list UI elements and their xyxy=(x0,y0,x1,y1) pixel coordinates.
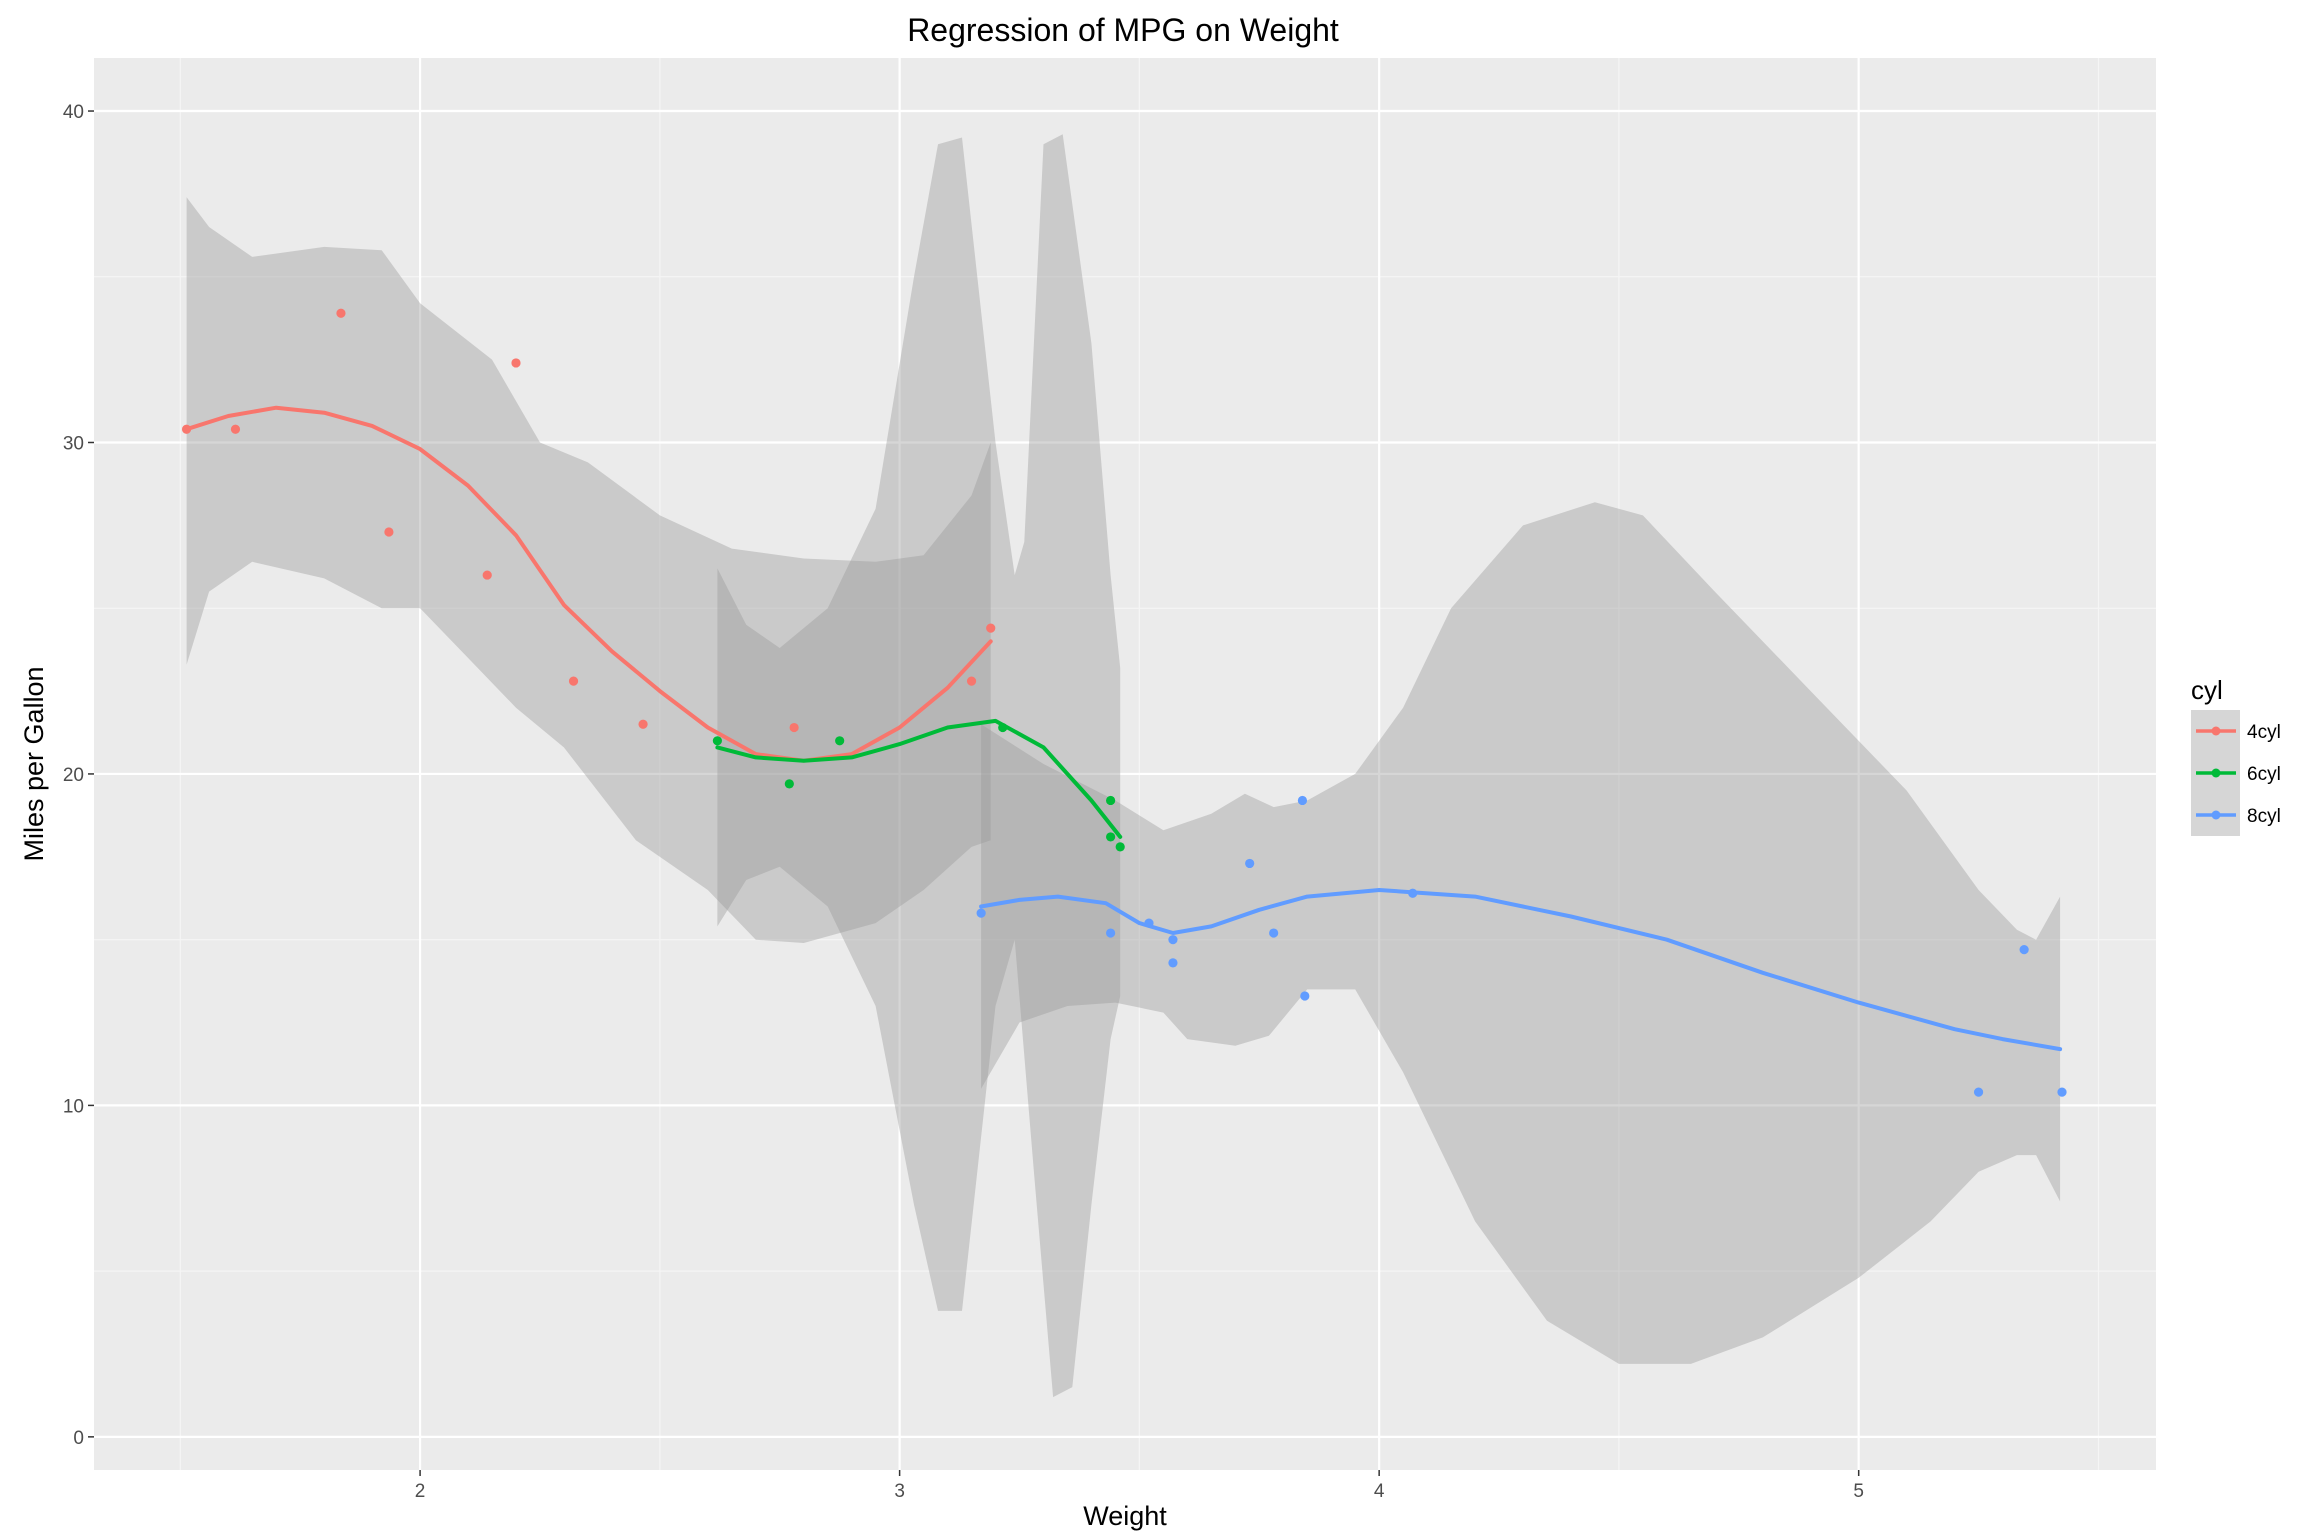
legend-label-8cyl: 8cyl xyxy=(2247,806,2281,827)
point-8cyl xyxy=(1106,928,1116,938)
legend-label-6cyl: 6cyl xyxy=(2247,764,2281,785)
point-6cyl xyxy=(1106,795,1116,806)
point-4cyl xyxy=(336,308,346,318)
point-8cyl xyxy=(1300,991,1310,1001)
legend-point-8cyl xyxy=(2211,810,2221,820)
point-8cyl xyxy=(976,908,986,918)
point-6cyl xyxy=(835,736,845,746)
point-8cyl xyxy=(1245,858,1255,869)
confidence-band-8cyl xyxy=(981,502,2061,1364)
point-8cyl xyxy=(2019,945,2029,955)
fit-line-8cyl xyxy=(979,888,2063,1052)
point-8cyl xyxy=(1297,795,1308,806)
point-4cyl xyxy=(638,719,648,729)
point-6cyl xyxy=(1115,842,1125,852)
point-4cyl xyxy=(966,676,977,686)
legend: cyl 4cyl 6cyl 8cyl xyxy=(2191,675,2281,836)
confidence-bands xyxy=(186,134,2061,1398)
x-tick-label: 5 xyxy=(1853,1481,1864,1502)
point-4cyl xyxy=(384,527,394,537)
y-axis-title: Miles per Gallon xyxy=(19,666,49,861)
data-points xyxy=(181,308,2067,1097)
fit-line-6cyl xyxy=(715,718,1123,839)
point-6cyl xyxy=(784,779,794,789)
y-tick-label: 0 xyxy=(73,1428,84,1449)
point-6cyl xyxy=(1106,832,1116,842)
point-8cyl xyxy=(1168,958,1178,968)
point-8cyl xyxy=(1973,1087,1984,1097)
y-tick-label: 40 xyxy=(63,102,84,123)
plot-panel xyxy=(94,58,2156,1470)
point-4cyl xyxy=(986,623,996,633)
point-8cyl xyxy=(1168,935,1178,945)
y-axis-ticks: 0 10 20 30 40 xyxy=(63,102,94,1449)
chart-title: Regression of MPG on Weight xyxy=(907,12,1339,48)
grid-major xyxy=(94,58,2156,1470)
point-4cyl xyxy=(511,358,521,368)
confidence-band-4cyl xyxy=(186,197,991,943)
confidence-band-6cyl xyxy=(717,134,1121,1398)
x-tick-label: 4 xyxy=(1374,1481,1385,1502)
point-4cyl xyxy=(568,676,579,686)
x-axis-title: Weight xyxy=(1083,1501,1167,1531)
x-tick-label: 2 xyxy=(415,1481,426,1502)
legend-title: cyl xyxy=(2191,675,2223,705)
legend-point-6cyl xyxy=(2211,768,2221,778)
point-8cyl xyxy=(1269,928,1279,938)
grid-minor xyxy=(94,58,2156,1470)
y-tick-label: 20 xyxy=(63,765,84,786)
y-tick-label: 10 xyxy=(63,1096,84,1117)
legend-label-4cyl: 4cyl xyxy=(2247,722,2281,743)
point-6cyl xyxy=(712,736,722,746)
y-tick-label: 30 xyxy=(63,433,84,454)
fit-line-4cyl xyxy=(184,405,993,763)
point-4cyl xyxy=(482,570,492,580)
point-4cyl xyxy=(230,424,241,434)
fit-lines xyxy=(184,405,2063,1052)
x-axis-ticks: 2 3 4 5 xyxy=(415,1470,1864,1502)
x-tick-label: 3 xyxy=(894,1481,905,1502)
point-4cyl xyxy=(789,722,799,733)
point-8cyl xyxy=(2057,1087,2067,1097)
legend-point-4cyl xyxy=(2211,726,2221,736)
